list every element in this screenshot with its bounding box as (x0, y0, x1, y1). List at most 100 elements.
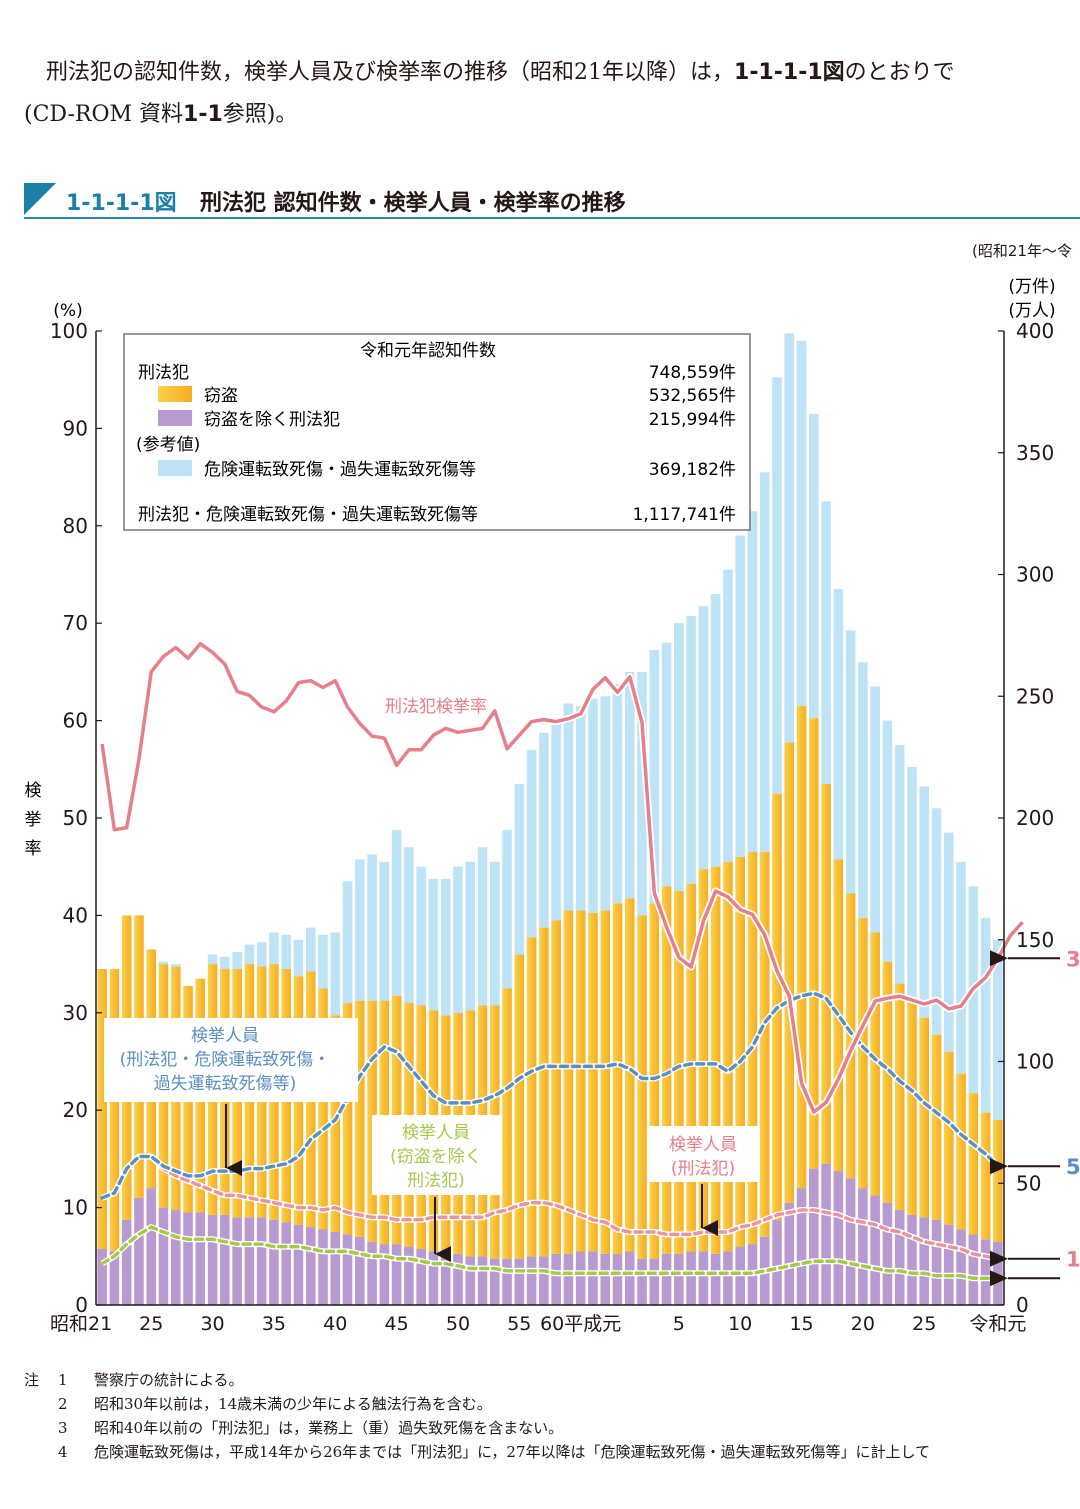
note-number: 3 (58, 1419, 68, 1437)
left-axis-tick-label: 20 (63, 1098, 88, 1122)
bar-non-theft (207, 1214, 218, 1305)
bar-non-theft (563, 1253, 574, 1305)
bar-traffic (796, 340, 807, 706)
bar-traffic (624, 671, 635, 899)
bar-traffic (526, 749, 537, 938)
bar-traffic (710, 593, 721, 867)
bar-traffic (637, 671, 647, 916)
bar-traffic (220, 956, 230, 969)
bar-traffic (661, 642, 672, 887)
bar-non-theft (109, 1251, 120, 1305)
right-axis-tick-label: 100 (1016, 1050, 1054, 1074)
bar-theft (661, 886, 672, 1254)
x-axis-tick-label: 25 (139, 1313, 163, 1335)
period-label: (昭和21年～令 (972, 242, 1072, 260)
x-axis-tick-label: 20 (851, 1313, 875, 1335)
bar-non-theft (146, 1188, 157, 1305)
bar-traffic (649, 649, 660, 904)
legend-heading: 令和元年認知件数 (360, 341, 496, 361)
bar-non-theft (170, 1210, 181, 1305)
note-text: 昭和40年以前の「刑法犯」は，業務上（重）過失致死傷を含まない。 (94, 1419, 564, 1437)
bar-theft (686, 883, 696, 1252)
bar-non-theft (134, 1197, 144, 1305)
bar-traffic (772, 377, 782, 794)
bar-non-theft (637, 1258, 647, 1305)
x-axis-tick-label: 令和元 (969, 1313, 1026, 1335)
bar-non-theft (980, 1239, 991, 1305)
bar-traffic (440, 878, 451, 1016)
legend-value-non-theft: 215,994件 (649, 410, 736, 430)
left-axis-tick-label: 0 (75, 1293, 88, 1317)
intro-paragraph: 刑法犯の認知件数，検挙人員及び検挙率の推移（昭和21年以降）は，1-1-1-1図… (24, 52, 955, 136)
bar-non-theft (330, 1231, 341, 1305)
bar-theft (624, 898, 635, 1252)
bar-theft (784, 742, 795, 1203)
legend-label-penal: 刑法犯 (138, 363, 189, 383)
bar-theft (993, 1119, 1003, 1242)
bar-non-theft (993, 1241, 1003, 1305)
bar-traffic (784, 333, 795, 743)
annotation-line: 検挙人員 (191, 1026, 259, 1046)
bar-theft (858, 917, 868, 1189)
bar-traffic (870, 686, 880, 933)
bar-non-theft (477, 1256, 488, 1305)
x-axis-tick-label: 35 (262, 1313, 286, 1335)
bar-traffic (919, 786, 930, 1018)
bar-non-theft (293, 1224, 304, 1305)
bar-non-theft (404, 1246, 414, 1305)
figure-reference: 1-1-1-1図 (734, 60, 845, 85)
legend-label-total: 刑法犯・危険運転致死傷・過失運転致死傷等 (138, 505, 478, 525)
bar-non-theft (269, 1219, 279, 1305)
note-3: 3 昭和40年以前の「刑法犯」は，業務上（重）過失致死傷を含まない。 (24, 1416, 930, 1440)
bar-non-theft (661, 1253, 672, 1305)
left-axis-tick-label: 50 (63, 806, 88, 830)
annotation-arrested-non-theft: 検挙人員 (窃盗を除く 刑法犯) (372, 1115, 500, 1262)
bar-theft (735, 856, 745, 1247)
bar-theft (968, 1093, 979, 1235)
left-axis-tick-label: 30 (63, 1001, 88, 1025)
bar-theft (882, 961, 893, 1203)
intro-text: のとおりで (844, 60, 955, 85)
right-axis-tick-label: 0 (1016, 1293, 1029, 1317)
bar-traffic (404, 847, 414, 1004)
annotation-arrested-total: 検挙人員 (刑法犯・危険運転致死傷・ 過失運転致死傷等) (104, 1018, 358, 1176)
bar-non-theft (649, 1258, 660, 1305)
bar-traffic (318, 934, 328, 989)
bar-traffic (894, 744, 905, 984)
bar-non-theft (588, 1251, 598, 1305)
bar-non-theft (575, 1251, 586, 1305)
bar-non-theft (355, 1236, 365, 1305)
bar-traffic (735, 535, 745, 857)
bar-traffic (809, 413, 819, 719)
left-axis-unit: (%) (53, 301, 82, 321)
note-text: 警察庁の統計による。 (94, 1371, 244, 1389)
bar-traffic (207, 954, 218, 965)
bar-non-theft (943, 1224, 954, 1305)
bar-non-theft (416, 1248, 426, 1305)
right-axis-tick-label: 300 (1016, 563, 1054, 587)
bar-theft (600, 910, 611, 1254)
bar-non-theft (514, 1258, 525, 1305)
right-axis-tick-label: 350 (1016, 441, 1054, 465)
bar-theft (575, 910, 586, 1252)
annotation-line: 検挙人員 (669, 1135, 737, 1155)
note-1: 注 1 警察庁の統計による。 (24, 1368, 930, 1392)
bar-non-theft (195, 1212, 206, 1305)
line-clearance-rate (100, 641, 1024, 1114)
annotation-line: (刑法犯・危険運転致死傷・ (120, 1050, 331, 1070)
annotation-line: 検挙人員 (402, 1123, 470, 1143)
right-axis-tick-label: 250 (1016, 684, 1054, 708)
bar-non-theft (440, 1253, 451, 1305)
bar-traffic (907, 766, 917, 1001)
bar-theft (612, 903, 623, 1254)
x-axis-tick-label: 60平成元 (540, 1313, 621, 1335)
bar-non-theft (244, 1217, 255, 1305)
bar-theft (637, 915, 647, 1259)
bar-theft (956, 1073, 966, 1230)
bar-non-theft (809, 1168, 819, 1305)
bar-traffic (563, 703, 574, 911)
bar-non-theft (232, 1217, 242, 1305)
legend-label-theft: 窃盗 (204, 386, 238, 406)
bar-theft (870, 932, 880, 1196)
intro-line-2: (CD-ROM 資料1-1参照)。 (24, 94, 955, 136)
